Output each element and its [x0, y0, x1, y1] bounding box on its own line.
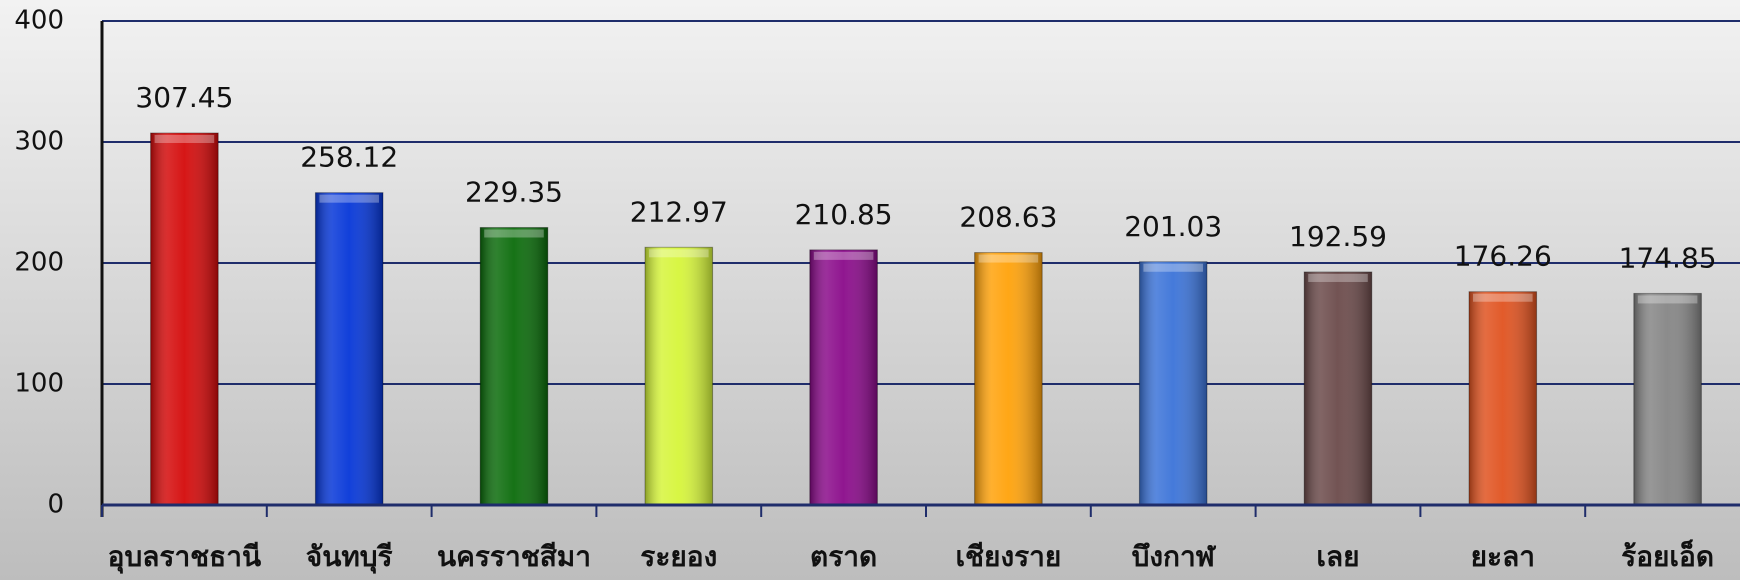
bar-cap	[649, 249, 709, 258]
bar-cap	[978, 254, 1039, 263]
bar-cap	[1308, 273, 1368, 282]
value-label: 212.97	[630, 195, 728, 228]
value-label: 201.03	[1124, 210, 1222, 243]
bar-cap	[1143, 263, 1203, 272]
value-label: 307.45	[135, 81, 233, 114]
bar-sheen	[315, 192, 383, 505]
bar-cap	[484, 229, 544, 238]
bar-sheen	[1304, 271, 1372, 505]
y-tick-label: 300	[14, 127, 64, 157]
bar-sheen	[1469, 291, 1537, 505]
x-tick-label: เชียงราย	[955, 540, 1061, 573]
value-label: 208.63	[959, 201, 1057, 234]
bar-sheen	[645, 247, 713, 505]
bar-cap	[154, 134, 215, 143]
x-tick-label: ระยอง	[640, 540, 717, 573]
value-label: 174.85	[1619, 241, 1717, 274]
y-tick-label: 200	[14, 248, 64, 278]
bar-sheen	[1633, 293, 1702, 505]
value-label: 192.59	[1289, 220, 1387, 253]
y-tick-label: 0	[47, 490, 64, 520]
bar-cap	[1637, 295, 1698, 304]
value-label: 229.35	[465, 175, 563, 208]
bar-sheen	[974, 252, 1043, 505]
x-tick-label: นครราชสีมา	[437, 540, 591, 573]
bar-sheen	[1139, 261, 1207, 505]
x-tick-label: ยะลา	[1471, 540, 1535, 573]
x-tick-label: ตราด	[810, 540, 877, 573]
value-label: 176.26	[1454, 240, 1552, 273]
value-label: 210.85	[795, 198, 893, 231]
x-tick-label: บึงกาฬ	[1132, 540, 1217, 573]
y-tick-label: 100	[14, 369, 64, 399]
x-tick-label: ร้อยเอ็ด	[1621, 539, 1714, 573]
bar-sheen	[150, 132, 219, 505]
x-tick-label: อุบลราชธานี	[108, 540, 261, 574]
x-tick-label: จันทบุรี	[306, 540, 393, 574]
bar-sheen	[480, 227, 548, 505]
value-label: 258.12	[300, 141, 398, 174]
bar-sheen	[809, 249, 878, 505]
x-tick-label: เลย	[1316, 540, 1359, 573]
bar-cap	[319, 194, 379, 203]
y-tick-label: 400	[14, 6, 64, 36]
bar-cap	[813, 251, 874, 260]
bar-cap	[1473, 293, 1533, 302]
